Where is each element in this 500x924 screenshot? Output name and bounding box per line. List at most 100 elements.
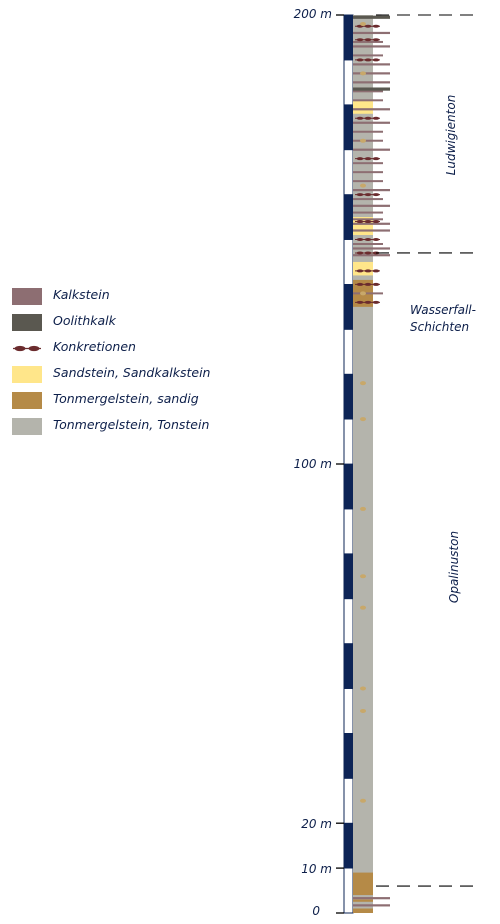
limestone-bed — [353, 171, 383, 174]
unit-label-ludwigienton: Ludwigienton — [444, 94, 458, 176]
oolith-bed — [353, 87, 390, 91]
concretion — [356, 251, 364, 255]
scale-segment — [343, 777, 354, 824]
concretion — [364, 116, 372, 120]
limestone-bed — [353, 121, 390, 124]
scale-segment — [343, 283, 354, 330]
concretion — [364, 38, 372, 42]
concretion — [372, 38, 380, 42]
concretion — [364, 300, 372, 304]
depth-label-0: 0 — [312, 904, 320, 918]
legend-item-oolithkalk: Oolithkalk — [12, 312, 252, 332]
concretion — [364, 24, 372, 28]
limestone-bed — [353, 189, 390, 192]
scale-segment — [343, 328, 354, 375]
concretion — [364, 238, 372, 241]
nodule — [360, 21, 366, 26]
concretion — [356, 58, 364, 62]
limestone-bed — [353, 897, 390, 900]
nodule — [360, 506, 366, 511]
limestone-bed — [353, 204, 390, 207]
concretion — [364, 220, 372, 224]
legend-label: Oolithkalk — [53, 313, 116, 328]
concretion — [356, 220, 364, 224]
nodule — [360, 71, 366, 76]
legend-label: Tonmergelstein, sandig — [53, 391, 199, 406]
concretion — [364, 58, 372, 62]
limestone-bed — [353, 45, 390, 48]
scale-segment — [343, 14, 354, 61]
legend-swatch-kalkstein — [12, 288, 42, 305]
legend-label: Kalkstein — [53, 287, 110, 302]
scale-segment — [343, 194, 354, 240]
nodule — [360, 605, 366, 610]
concretion-icon — [13, 345, 41, 352]
nodule — [360, 798, 366, 803]
scale-segment — [343, 553, 354, 600]
scale-segment — [343, 508, 354, 555]
depth-label-20: 20 m — [301, 817, 332, 831]
legend-item-sandstein: Sandstein, Sandkalkstein — [12, 364, 252, 384]
limestone-bed — [353, 72, 390, 75]
concretion — [372, 24, 380, 28]
scale-segment — [343, 463, 354, 510]
concretion — [356, 269, 364, 273]
scale-segment — [343, 867, 354, 914]
limestone-bed — [353, 139, 383, 142]
oolith-bed — [353, 15, 390, 19]
limestone-bed — [353, 99, 383, 102]
legend-swatch-oolithkalk — [12, 314, 42, 331]
depth-label-100: 100 m — [293, 457, 332, 471]
legend-label: Sandstein, Sandkalkstein — [53, 365, 211, 380]
nodule — [360, 686, 366, 691]
scale-segment — [343, 104, 354, 151]
legend-swatch-tonmergelstein-tonstein — [12, 418, 42, 435]
lithology-band — [353, 100, 373, 114]
legend-item-kalkstein: Kalkstein — [12, 286, 252, 306]
concretion — [356, 300, 364, 304]
concretion — [356, 193, 364, 197]
limestone-bed — [353, 242, 383, 245]
nodule — [360, 381, 366, 386]
lithology-band — [353, 908, 373, 913]
scale-segment — [343, 643, 354, 689]
lithology-band — [353, 261, 373, 276]
concretion — [372, 116, 380, 120]
scale-segment — [343, 688, 354, 734]
concretion — [364, 157, 372, 161]
concretion — [364, 193, 372, 197]
limestone-bed — [353, 904, 390, 907]
concretion — [364, 269, 372, 273]
limestone-bed — [353, 211, 383, 214]
concretion — [356, 157, 364, 161]
limestone-bed — [353, 81, 390, 84]
concretion — [372, 157, 380, 161]
nodule — [360, 417, 366, 422]
limestone-bed — [353, 31, 390, 35]
legend-item-tonmergelstein-tonstein: Tonmergelstein, Tonstein — [12, 416, 252, 436]
unit-label-opalinuston: Opalinuston — [447, 530, 461, 604]
legend-swatch-tonmergelstein-sandig — [12, 392, 42, 409]
limestone-bed — [353, 247, 390, 250]
limestone-bed — [353, 198, 383, 201]
limestone-bed — [353, 148, 390, 151]
legend-swatch-sandstein — [12, 366, 42, 383]
limestone-bed — [353, 162, 383, 165]
concretion — [356, 238, 364, 241]
concretion — [356, 38, 364, 42]
limestone-bed — [353, 218, 383, 221]
concretion — [356, 116, 364, 120]
legend-label: Konkretionen — [53, 339, 136, 354]
limestone-bed — [353, 180, 383, 183]
concretion — [372, 193, 380, 197]
unit-label-wasserfall-schichten: Wasserfall- Schichten — [410, 303, 476, 334]
limestone-bed — [353, 90, 383, 93]
scale-segment — [343, 59, 354, 106]
scale-segment — [343, 373, 354, 420]
limestone-bed — [353, 292, 383, 295]
limestone-bed — [353, 254, 390, 257]
concretion — [364, 282, 372, 286]
concretion — [372, 282, 380, 286]
concretion — [372, 58, 380, 62]
scale-segment — [343, 733, 354, 779]
